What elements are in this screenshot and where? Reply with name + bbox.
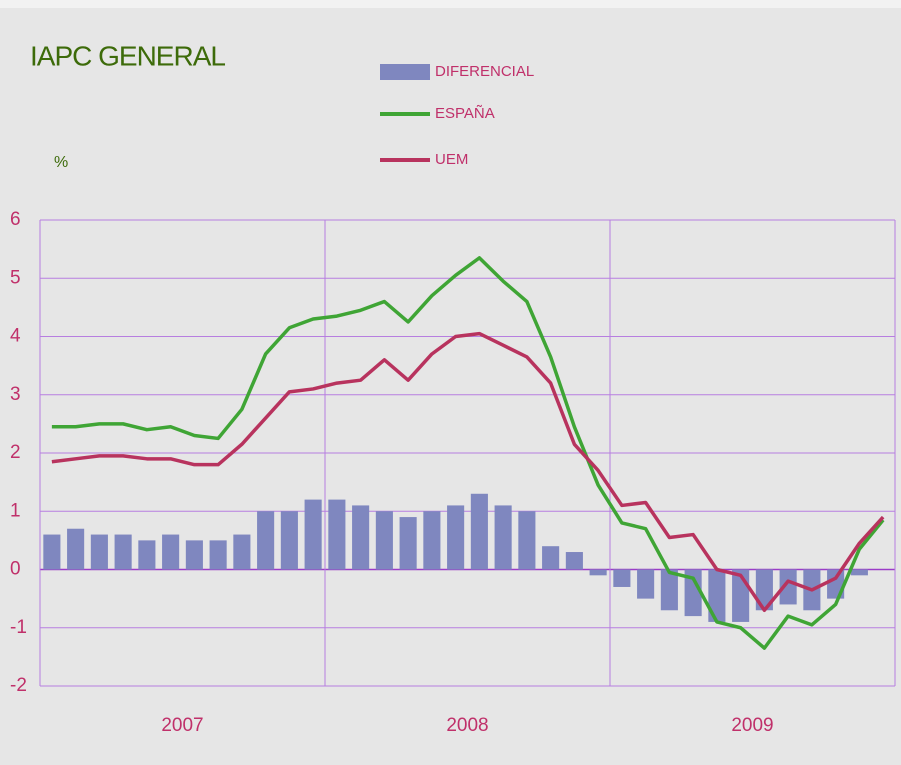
- bar: [67, 528, 85, 570]
- bar: [708, 569, 726, 622]
- bar: [257, 511, 275, 570]
- bar: [399, 517, 417, 570]
- legend-swatch: [380, 64, 430, 80]
- bar: [280, 511, 298, 570]
- bar: [352, 505, 370, 570]
- line: [51, 331, 885, 613]
- line: [51, 256, 885, 650]
- bar: [684, 569, 702, 617]
- bar: [470, 493, 488, 570]
- bar: [375, 511, 393, 570]
- y-tick-label: 5: [10, 267, 21, 288]
- bar: [185, 540, 203, 570]
- bar: [90, 534, 108, 570]
- bar: [779, 569, 797, 605]
- y-tick-label: 3: [10, 384, 21, 405]
- y-tick-label: -2: [10, 675, 27, 696]
- y-tick-label: 1: [10, 500, 21, 521]
- top-strip: [0, 0, 901, 8]
- x-tick-label: 2007: [161, 715, 203, 736]
- bar: [755, 569, 773, 611]
- bar: [328, 499, 346, 570]
- y-tick-label: 0: [10, 559, 21, 580]
- bar: [114, 534, 132, 570]
- x-tick-label: 2008: [446, 715, 488, 736]
- y-tick-label: -1: [10, 617, 27, 638]
- bar: [209, 540, 227, 570]
- bar: [613, 569, 631, 587]
- bar: [447, 505, 465, 570]
- y-tick-label: 2: [10, 442, 21, 463]
- y-axis-label: %: [54, 154, 68, 171]
- y-tick-label: 4: [10, 326, 21, 347]
- bar: [565, 552, 583, 570]
- bar: [494, 505, 512, 570]
- legend-label: ESPAÑA: [435, 105, 495, 122]
- bar: [138, 540, 156, 570]
- legend-label: UEM: [435, 151, 468, 168]
- x-tick-label: 2009: [731, 715, 773, 736]
- bar: [162, 534, 180, 570]
- bar: [850, 569, 868, 576]
- y-tick-label: 6: [10, 209, 21, 230]
- bar: [637, 569, 655, 599]
- chart-title: IAPC GENERAL: [30, 40, 225, 71]
- bar: [660, 569, 678, 611]
- bar: [542, 546, 560, 570]
- bar: [589, 569, 607, 576]
- legend-label: DIFERENCIAL: [435, 63, 534, 80]
- bar: [43, 534, 61, 570]
- bar: [233, 534, 251, 570]
- bar: [423, 511, 441, 570]
- bar: [304, 499, 322, 570]
- bar: [518, 511, 536, 570]
